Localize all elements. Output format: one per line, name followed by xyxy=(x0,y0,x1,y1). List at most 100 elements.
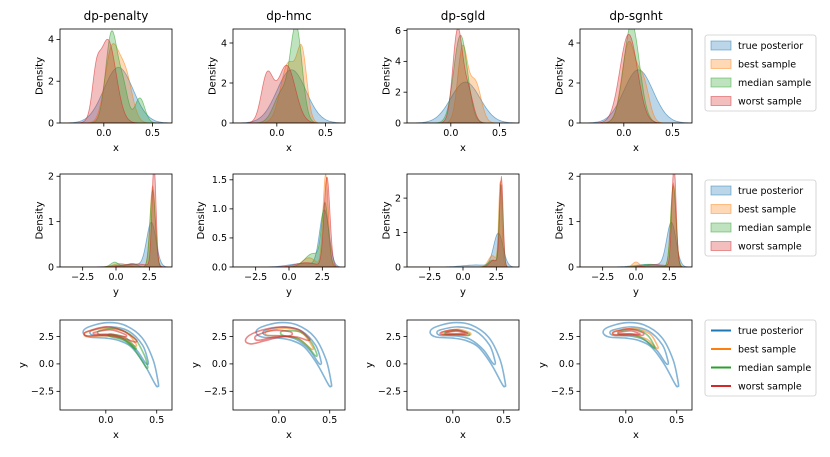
x-tick-label: 2.5 xyxy=(489,272,504,283)
y-tick-label: 4 xyxy=(568,38,574,49)
density-true-posterior xyxy=(407,81,519,123)
y-tick-label: 1 xyxy=(568,217,574,228)
axes-frame xyxy=(579,319,693,411)
x-axis-label: y xyxy=(633,287,639,298)
y-tick-label: 0 xyxy=(395,118,401,129)
x-axis-label: x xyxy=(286,143,292,154)
panel-r1-c4: 0.0 0.5 0 2 4 x Density xyxy=(554,28,693,154)
column-title-dp-hmc: dp-hmc xyxy=(266,9,311,23)
density-true-posterior xyxy=(407,232,519,267)
plot-area xyxy=(580,29,692,123)
y-axis-label: Density xyxy=(207,57,218,95)
plot-area xyxy=(602,321,680,388)
density-true-posterior xyxy=(60,221,172,267)
legend-frame xyxy=(704,319,817,397)
legend-label-true-posterior: true posterior xyxy=(738,326,803,337)
density-worst-sample xyxy=(580,174,692,267)
contour-worst-sample-2 xyxy=(92,329,128,338)
x-tick-label: −2.5 xyxy=(418,272,441,283)
density-true-posterior xyxy=(233,209,345,267)
x-tick-label: 0.0 xyxy=(108,272,123,283)
x-axis-label: y xyxy=(113,287,119,298)
y-tick-label: 0.5 xyxy=(212,233,227,244)
y-tick-label: 2.5 xyxy=(559,332,574,343)
y-tick-label: 1 xyxy=(48,217,54,228)
plot-area xyxy=(233,174,345,267)
plot-area xyxy=(407,176,519,267)
density-best-sample xyxy=(407,44,519,123)
y-tick-label: 2.5 xyxy=(386,332,401,343)
contour-true-posterior-2 xyxy=(436,326,497,366)
legend-swatch-best-sample xyxy=(710,59,732,69)
y-tick-label: 0.0 xyxy=(559,359,574,370)
density-true-posterior xyxy=(60,66,172,123)
legend-label-true-posterior: true posterior xyxy=(738,41,803,52)
y-axis-label: Density xyxy=(34,201,45,239)
density-worst-sample xyxy=(233,64,345,123)
legend-frame xyxy=(704,179,817,257)
contour-worst-sample-1 xyxy=(439,328,469,336)
legend-row-3: true posterior best sample median sample wo… xyxy=(704,319,817,397)
density-worst-sample xyxy=(60,174,172,267)
panel-r3-c4: 0.0 0.5 −2.5 0.0 2.5 x y xyxy=(538,319,693,441)
x-tick-label: 0.0 xyxy=(616,128,631,139)
column-title-dp-sgnht: dp-sgnht xyxy=(609,9,663,23)
legend-label-true-posterior: true posterior xyxy=(738,186,803,197)
x-tick-label: −2.5 xyxy=(591,272,614,283)
y-axis-label: Density xyxy=(34,57,45,95)
legend-swatch-true-posterior xyxy=(710,40,732,51)
x-tick-label: 0.0 xyxy=(271,415,286,426)
x-tick-label: 0.0 xyxy=(455,272,470,283)
panel-r3-c3: 0.0 0.5 −2.5 0.0 2.5 x y xyxy=(365,319,520,441)
y-tick-label: 1.0 xyxy=(212,204,227,215)
x-tick-label: 2.5 xyxy=(142,272,157,283)
legend-swatch-best-sample xyxy=(710,204,732,214)
legend-frame xyxy=(704,34,817,112)
y-tick-label: 0 xyxy=(568,118,574,129)
y-axis-label: Density xyxy=(381,57,392,95)
y-tick-label: 4 xyxy=(221,38,227,49)
legend-swatch-worst-sample xyxy=(710,241,732,251)
panel-r3-c2: 0.0 0.5 −2.5 0.0 2.5 x y xyxy=(191,319,346,441)
contour-true-posterior-1 xyxy=(429,321,507,388)
y-tick-label: 0.0 xyxy=(39,359,54,370)
x-axis-label: x xyxy=(633,143,639,154)
y-tick-label: 0.0 xyxy=(212,359,227,370)
legend-label-median-sample: median sample xyxy=(738,78,811,89)
x-axis-label: x xyxy=(286,430,292,441)
panel-r2-c3: −2.5 0.0 2.5 0 1 2 y Density xyxy=(381,173,520,298)
y-tick-label: 2 xyxy=(395,87,401,98)
y-tick-label: 0 xyxy=(48,118,54,129)
density-true-posterior xyxy=(580,69,692,123)
contour-best-sample-1 xyxy=(264,327,315,351)
x-tick-label: 0.5 xyxy=(496,415,511,426)
contour-worst-sample-2 xyxy=(617,329,641,336)
y-tick-label: 0 xyxy=(395,262,401,273)
density-worst-sample xyxy=(407,29,519,123)
x-axis-label: x xyxy=(113,430,119,441)
legend-label-best-sample: best sample xyxy=(738,59,796,70)
x-tick-label: 0.5 xyxy=(665,128,680,139)
contour-true-posterior-1 xyxy=(602,321,680,388)
x-tick-label: 0.0 xyxy=(445,415,460,426)
y-tick-label: 2 xyxy=(48,77,54,88)
x-tick-label: 0.0 xyxy=(269,128,284,139)
contour-worst-sample-2 xyxy=(253,329,294,342)
y-axis-label: y xyxy=(18,362,29,368)
y-tick-label: 2 xyxy=(395,193,401,204)
axes-frame xyxy=(59,28,173,124)
x-tick-label: 2.5 xyxy=(315,272,330,283)
x-tick-label: 0.5 xyxy=(492,128,507,139)
legend-label-best-sample: best sample xyxy=(738,204,796,215)
axes-frame xyxy=(232,319,346,411)
legend-label-worst-sample: worst sample xyxy=(738,96,802,107)
plot-area xyxy=(60,174,172,267)
density-median-sample xyxy=(580,29,692,123)
x-tick-label: 0.5 xyxy=(149,415,164,426)
density-median-sample xyxy=(407,34,519,123)
y-tick-label: −2.5 xyxy=(378,387,401,398)
y-tick-label: 2.5 xyxy=(212,332,227,343)
x-tick-label: 0.5 xyxy=(669,415,684,426)
x-tick-label: 0.0 xyxy=(618,415,633,426)
